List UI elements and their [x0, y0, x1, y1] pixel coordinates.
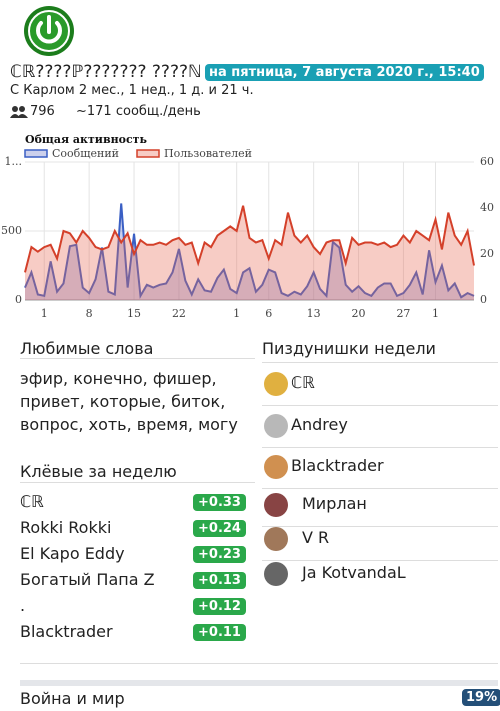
x-tick-label: 1 [233, 307, 240, 320]
y2-tick-label: 0 [480, 293, 487, 306]
cool-score: +0.23 [193, 546, 246, 563]
favorite-words: эфир, конечно, фишер, привет, которые, б… [20, 369, 238, 434]
line [24, 205, 475, 273]
weekly-name: Ja KotvandaL [302, 563, 406, 582]
x-tick-label: 1 [432, 307, 439, 320]
cool-name: ℂℝ [20, 492, 44, 511]
weekly-icon [264, 493, 288, 517]
chat-title: ℂℝ????ℙ??????? ????ℕ [10, 62, 202, 82]
x-tick-label: 15 [127, 307, 141, 320]
legend-swatch [24, 149, 48, 158]
weekly-icon [264, 527, 288, 551]
x-tick-label: 8 [86, 307, 93, 320]
y2-tick-label: 60 [480, 155, 494, 168]
y-tick-label: 0 [15, 293, 22, 306]
members-icon [10, 106, 28, 118]
x-tick-label: 6 [265, 307, 272, 320]
x-tick-label: 20 [352, 307, 366, 320]
weekly-title: Пиздунишки недели [262, 339, 436, 358]
legend-label: Сообщений [52, 147, 119, 160]
x-tick-label: 13 [307, 307, 321, 320]
progress-bar [20, 680, 498, 686]
cool-score: +0.33 [193, 494, 246, 511]
weekly-name: Andrey [291, 415, 348, 434]
x-tick-label: 1 [41, 307, 48, 320]
weekly-icon [264, 372, 288, 396]
weekly-name: Мирлан [302, 494, 367, 513]
cool-score: +0.12 [193, 598, 246, 615]
logo [24, 6, 74, 56]
cool-name: Blacktrader [20, 622, 113, 641]
chat-age: С Карлом 2 мес., 1 нед., 1 д. и 21 ч. [10, 83, 254, 98]
cool-score: +0.24 [193, 520, 246, 537]
cool-score: +0.13 [193, 572, 246, 589]
legend-swatch [136, 149, 160, 158]
favorite-title: Любимые слова [20, 339, 154, 358]
book-percent: 19% [462, 689, 500, 706]
chart-title: Общая активность [25, 133, 147, 146]
cool-name: Богатый Папа Z [20, 570, 155, 589]
weekly-name: ℂℝ [291, 373, 315, 392]
x-tick-label: 22 [172, 307, 186, 320]
cool-name: Rokki Rokki [20, 518, 112, 537]
legend-label: Пользователей [164, 147, 252, 160]
weekly-icon [264, 455, 288, 479]
weekly-name: Blacktrader [291, 456, 384, 475]
date-badge: на пятница, 7 августа 2020 г., 15:40 [205, 64, 484, 81]
y-tick-label: 1... [5, 155, 23, 168]
chart: Общая активность 0 500 1... 0 20 40 60 1 8 15 22 1 6… [1, 133, 494, 320]
cool-name: El Kapo Eddy [20, 544, 125, 563]
x-tick-label: 27 [396, 307, 410, 320]
y-tick-label: 500 [1, 224, 22, 237]
area [25, 203, 474, 300]
cool-name: . [20, 596, 26, 615]
cool-title: Клёвые за неделю [20, 462, 177, 481]
y2-tick-label: 40 [480, 201, 494, 214]
members: 796 [30, 104, 55, 119]
rate: ~171 сообщ./день [76, 104, 201, 119]
line [24, 203, 475, 300]
cool-score: +0.11 [193, 624, 246, 641]
weekly-name: V R [302, 528, 330, 547]
area [25, 205, 474, 300]
weekly-icon [264, 414, 288, 438]
y2-tick-label: 20 [480, 247, 494, 260]
weekly-icon [264, 562, 288, 586]
book-title: Война и мир [20, 689, 125, 708]
